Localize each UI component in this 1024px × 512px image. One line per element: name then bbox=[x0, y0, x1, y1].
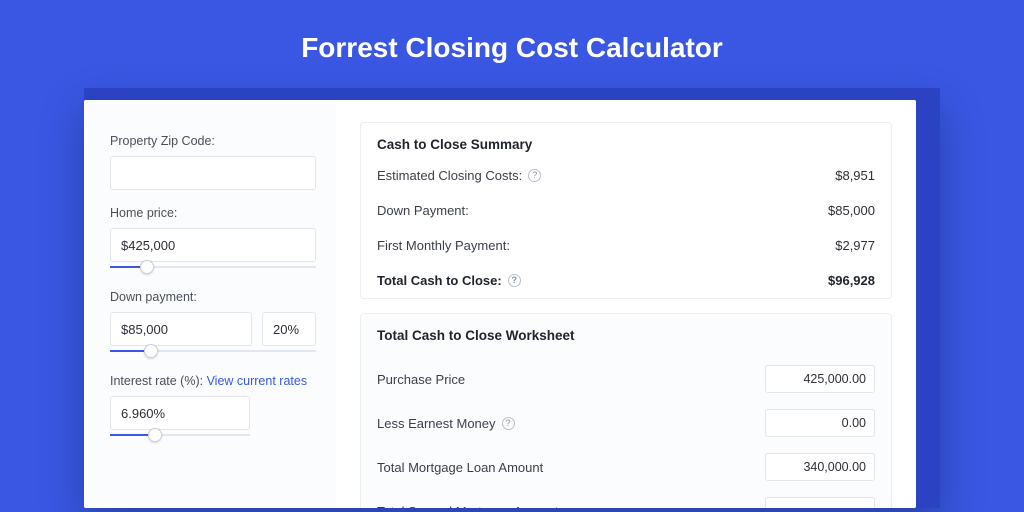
interest-slider[interactable] bbox=[110, 428, 250, 442]
summary-row-label: Down Payment: bbox=[377, 203, 469, 218]
worksheet-row: Total Second Mortgage Amount bbox=[377, 489, 875, 508]
worksheet-row-input[interactable] bbox=[765, 365, 875, 393]
down-payment-input[interactable] bbox=[110, 312, 252, 346]
worksheet-row-input[interactable] bbox=[765, 497, 875, 508]
worksheet-row-input[interactable] bbox=[765, 409, 875, 437]
summary-row: Down Payment: $85,000 bbox=[361, 193, 891, 228]
worksheet-rows: Purchase Price Less Earnest Money? Total M… bbox=[377, 357, 875, 508]
inputs-panel: Property Zip Code: Home price: Down paym… bbox=[84, 100, 336, 508]
worksheet-row-label-text: Total Mortgage Loan Amount bbox=[377, 460, 543, 475]
worksheet-row-label-text: Total Second Mortgage Amount bbox=[377, 504, 558, 509]
summary-row-label-text: Estimated Closing Costs: bbox=[377, 168, 522, 183]
view-rates-link[interactable]: View current rates bbox=[207, 374, 308, 388]
interest-field: Interest rate (%): View current rates bbox=[110, 374, 316, 442]
summary-row-value: $96,928 bbox=[828, 273, 875, 288]
summary-row-value: $8,951 bbox=[835, 168, 875, 183]
worksheet-row-label: Purchase Price bbox=[377, 372, 465, 387]
summary-title: Cash to Close Summary bbox=[361, 123, 891, 158]
slider-thumb[interactable] bbox=[144, 344, 158, 358]
summary-row-value: $2,977 bbox=[835, 238, 875, 253]
help-icon[interactable]: ? bbox=[502, 417, 515, 430]
calculator-card: Property Zip Code: Home price: Down paym… bbox=[84, 100, 916, 508]
down-payment-field: Down payment: bbox=[110, 290, 316, 358]
summary-panel: Cash to Close Summary Estimated Closing … bbox=[360, 122, 892, 299]
summary-row: Estimated Closing Costs:? $8,951 bbox=[361, 158, 891, 193]
summary-rows: Estimated Closing Costs:? $8,951 Down Paym… bbox=[361, 158, 891, 298]
home-price-field: Home price: bbox=[110, 206, 316, 274]
slider-thumb[interactable] bbox=[140, 260, 154, 274]
page-title: Forrest Closing Cost Calculator bbox=[0, 0, 1024, 88]
worksheet-row-input[interactable] bbox=[765, 453, 875, 481]
help-icon[interactable]: ? bbox=[528, 169, 541, 182]
results-panel: Cash to Close Summary Estimated Closing … bbox=[336, 100, 916, 508]
slider-thumb[interactable] bbox=[148, 428, 162, 442]
summary-row-label-text: Down Payment: bbox=[377, 203, 469, 218]
home-price-input[interactable] bbox=[110, 228, 316, 262]
home-price-label: Home price: bbox=[110, 206, 316, 220]
worksheet-row-label: Total Mortgage Loan Amount bbox=[377, 460, 543, 475]
down-payment-slider[interactable] bbox=[110, 344, 316, 358]
worksheet-panel: Total Cash to Close Worksheet Purchase P… bbox=[360, 313, 892, 508]
interest-label: Interest rate (%): View current rates bbox=[110, 374, 316, 388]
summary-row-value: $85,000 bbox=[828, 203, 875, 218]
down-payment-label: Down payment: bbox=[110, 290, 316, 304]
worksheet-row: Purchase Price bbox=[377, 357, 875, 401]
worksheet-row-label-text: Less Earnest Money bbox=[377, 416, 496, 431]
summary-row-label-text: Total Cash to Close: bbox=[377, 273, 502, 288]
worksheet-row-label: Total Second Mortgage Amount bbox=[377, 504, 558, 509]
zip-label: Property Zip Code: bbox=[110, 134, 316, 148]
home-price-slider[interactable] bbox=[110, 260, 316, 274]
worksheet-row: Total Mortgage Loan Amount bbox=[377, 445, 875, 489]
summary-row-label: Total Cash to Close:? bbox=[377, 273, 521, 288]
worksheet-title: Total Cash to Close Worksheet bbox=[377, 328, 875, 343]
interest-input[interactable] bbox=[110, 396, 250, 430]
worksheet-row: Less Earnest Money? bbox=[377, 401, 875, 445]
help-icon[interactable]: ? bbox=[508, 274, 521, 287]
zip-field: Property Zip Code: bbox=[110, 134, 316, 190]
summary-row-label-text: First Monthly Payment: bbox=[377, 238, 510, 253]
worksheet-row-label-text: Purchase Price bbox=[377, 372, 465, 387]
summary-row: Total Cash to Close:? $96,928 bbox=[361, 263, 891, 298]
zip-input[interactable] bbox=[110, 156, 316, 190]
interest-label-text: Interest rate (%): bbox=[110, 374, 207, 388]
calculator-stage: Property Zip Code: Home price: Down paym… bbox=[84, 88, 940, 508]
worksheet-row-label: Less Earnest Money? bbox=[377, 416, 515, 431]
summary-row-label: Estimated Closing Costs:? bbox=[377, 168, 541, 183]
summary-row: First Monthly Payment: $2,977 bbox=[361, 228, 891, 263]
summary-row-label: First Monthly Payment: bbox=[377, 238, 510, 253]
down-payment-pct-input[interactable] bbox=[262, 312, 316, 346]
